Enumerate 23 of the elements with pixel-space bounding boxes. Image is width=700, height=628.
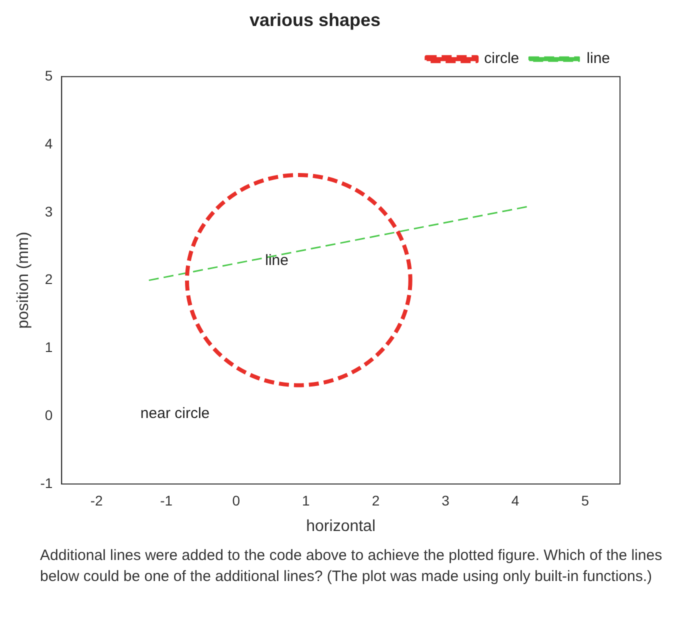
y-tick-label: 5 <box>44 67 53 84</box>
legend-label: line <box>586 50 610 68</box>
text: Additional lines were added to the code above to achieve the plotted figure. Which of the lines below could be one of the additional lines? (The plot was made using only built-in functions.) <box>40 546 664 587</box>
x-tick-label: 4 <box>511 492 520 508</box>
y-tick-label: 4 <box>44 135 53 152</box>
y-tick-label: -1 <box>40 474 53 491</box>
x-tick-label: -1 <box>160 492 173 508</box>
annotation: line <box>265 252 288 269</box>
x-tick-label: 5 <box>581 492 590 508</box>
x-tick-label: -2 <box>90 492 103 508</box>
chart-title: various shapes <box>249 10 381 30</box>
x-tick-label: 3 <box>442 492 450 508</box>
x-tick-label: 0 <box>232 492 240 508</box>
y-tick-label: 0 <box>44 406 53 423</box>
y-axis-title: position (mm) <box>15 232 32 329</box>
y-tick-label: 3 <box>44 203 53 220</box>
legend-label: circle <box>484 50 520 68</box>
x-axis-title: horizontal <box>306 518 376 535</box>
y-tick-label: 2 <box>44 271 53 288</box>
x-tick-label: 2 <box>372 492 380 508</box>
y-tick-label: 1 <box>44 339 53 356</box>
annotation: near circle <box>140 404 210 422</box>
x-tick-label: 1 <box>302 492 310 508</box>
